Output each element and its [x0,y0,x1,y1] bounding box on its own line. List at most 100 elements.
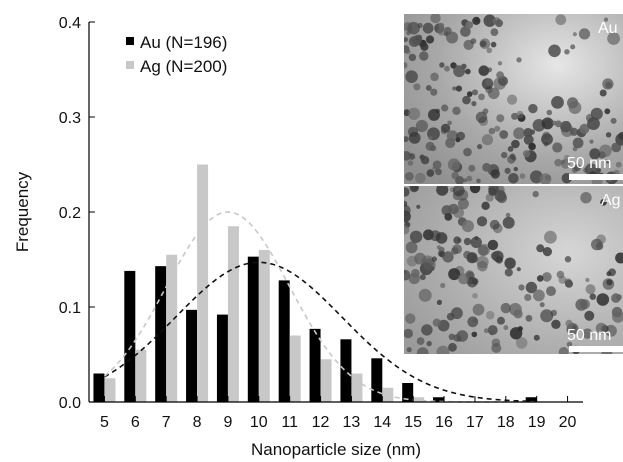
nanoparticle-dot [405,313,416,324]
nanoparticle-dot [555,120,562,128]
nanoparticle-dot [516,57,522,63]
nanoparticle-dot [453,236,461,244]
legend-label-ag: Ag (N=200) [140,57,227,76]
nanoparticle-dot [606,271,612,277]
bar-ag-8 [197,164,209,402]
nanoparticle-dot [477,219,482,224]
nanoparticle-dot [544,230,557,244]
nanoparticle-dot [532,119,546,132]
nanoparticle-dot [486,47,493,54]
nanoparticle-dot [548,44,561,58]
nanoparticle-dot [411,35,423,46]
nanoparticle-dot [570,44,576,50]
nanoparticle-dot [477,144,483,150]
nanoparticle-dot [532,190,539,198]
nanoparticle-dot [487,67,492,73]
bar-au-9 [216,314,228,402]
y-tick-label: 0.4 [59,15,81,32]
nanoparticle-dot [490,169,500,179]
nanoparticle-dot [405,49,411,55]
nanoparticle-dot [435,168,442,176]
nanoparticle-dot [523,128,533,138]
nanoparticle-dot [600,199,607,206]
nanoparticle-dot [428,108,440,121]
nanoparticle-dot [451,247,459,255]
nanoparticle-dot [516,267,521,272]
nanoparticle-dot [487,239,499,251]
x-tick-label: 9 [223,414,232,431]
nanoparticle-dot [481,201,490,210]
nanoparticle-dot [506,94,518,105]
nanoparticle-dot [436,245,441,250]
nanoparticle-dot [587,117,600,130]
nanoparticle-dot [461,220,474,233]
nanoparticle-dot [558,347,569,354]
bar-au-8 [186,309,198,402]
nanoparticle-dot [419,274,426,281]
nanoparticle-dot [493,77,507,90]
nanoparticle-dot [546,109,553,116]
nanoparticle-dot [418,288,432,302]
nanoparticle-dot [488,187,497,196]
x-tick-label: 20 [559,414,577,431]
nanoparticle-dot [422,22,434,34]
nanoparticle-dot [481,134,494,146]
x-axis-label: Nanoparticle size (nm) [251,440,421,459]
nanoparticle-dot [405,241,418,254]
nanoparticle-dot [455,85,462,92]
nanoparticle-dot [500,302,511,314]
nanoparticle-dot [463,237,472,246]
x-tick-label: 12 [312,414,330,431]
nanoparticle-dot [536,244,545,253]
nanoparticle-dot [508,173,519,184]
nanoparticle-dot [571,167,578,174]
nanoparticle-dot [560,159,566,164]
x-tick-label: 5 [100,414,109,431]
x-tick-label: 6 [131,414,140,431]
nanoparticle-dot [432,160,442,170]
nanoparticle-dot [610,117,617,124]
nanoparticle-dot [488,127,496,135]
nanoparticle-dot [471,331,478,338]
nanoparticle-dot [515,337,528,349]
nanoparticle-dot [456,131,466,141]
nanoparticle-dot [560,124,574,137]
nanoparticle-dot [497,61,503,66]
nanoparticle-dot [605,81,612,89]
y-tick-label: 0.0 [59,395,81,412]
nanoparticle-dot [436,345,450,354]
ticks-layer: 0.0 0.1 0.2 0.3 0.4 5 6 7 8 9 10 11 12 13 14 15 16 17 18 19… [59,15,577,431]
nanoparticle-dot [466,175,473,182]
nanoparticle-dot [411,268,420,278]
nanoparticle-dot [589,293,596,300]
nanoparticle-dot [616,294,622,300]
nanoparticle-dot [441,104,449,112]
nanoparticle-dot [491,338,501,348]
bar-au-7 [155,266,167,402]
nanoparticle-dot [551,319,561,329]
nanoparticle-dot [467,316,479,328]
nanoparticle-dot [404,225,410,235]
nanoparticle-dot [436,299,442,305]
nanoparticle-dot [607,32,620,45]
nanoparticle-dot [409,230,423,243]
x-tick-label: 11 [281,414,298,431]
nanoparticle-dot [470,236,482,249]
nanoparticle-dot [463,178,468,183]
nanoparticle-dot [444,213,453,221]
nanoparticle-dot [408,53,417,62]
nanoparticle-dot [565,319,573,327]
nanoparticle-dot [416,204,421,209]
nanoparticle-dot [404,172,414,181]
nanoparticle-dot [503,325,509,331]
fit-curve-ag [103,211,537,403]
nanoparticle-dot [439,62,445,68]
nanoparticle-dot [615,161,622,168]
nanoparticle-dot [525,281,538,294]
nanoparticle-dot [488,87,500,100]
nanoparticle-dot [428,136,433,141]
nanoparticle-dot [452,86,457,91]
nanoparticle-dot [536,275,544,282]
y-tick-label: 0.3 [59,110,81,127]
bar-au-11 [278,280,290,402]
